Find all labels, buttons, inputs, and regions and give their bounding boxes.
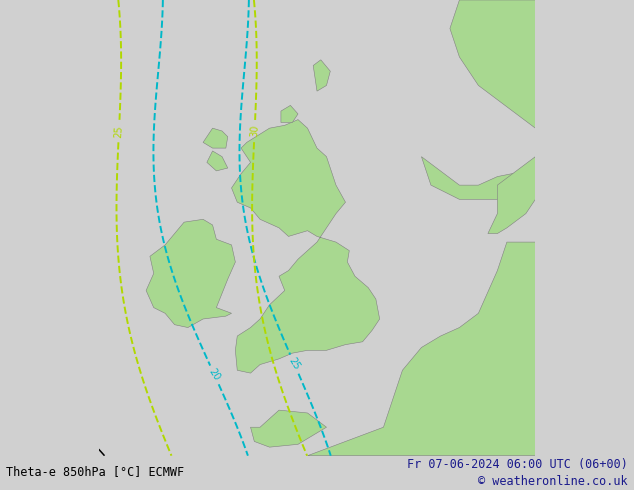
Polygon shape — [422, 0, 535, 199]
Polygon shape — [281, 105, 298, 122]
Polygon shape — [307, 242, 535, 456]
Text: 20: 20 — [207, 367, 222, 383]
Polygon shape — [250, 410, 327, 447]
Text: 30: 30 — [249, 124, 260, 138]
Polygon shape — [203, 128, 228, 148]
Text: Fr 07-06-2024 06:00 UTC (06+00): Fr 07-06-2024 06:00 UTC (06+00) — [407, 458, 628, 471]
Polygon shape — [207, 151, 228, 171]
Text: © weatheronline.co.uk: © weatheronline.co.uk — [478, 475, 628, 488]
Polygon shape — [146, 220, 235, 327]
Polygon shape — [488, 157, 535, 234]
Text: 25: 25 — [113, 124, 124, 138]
Text: Theta-e 850hPa [°C] ECMWF: Theta-e 850hPa [°C] ECMWF — [6, 465, 184, 478]
Polygon shape — [231, 120, 380, 373]
Polygon shape — [313, 60, 330, 91]
Text: 25: 25 — [287, 356, 302, 372]
